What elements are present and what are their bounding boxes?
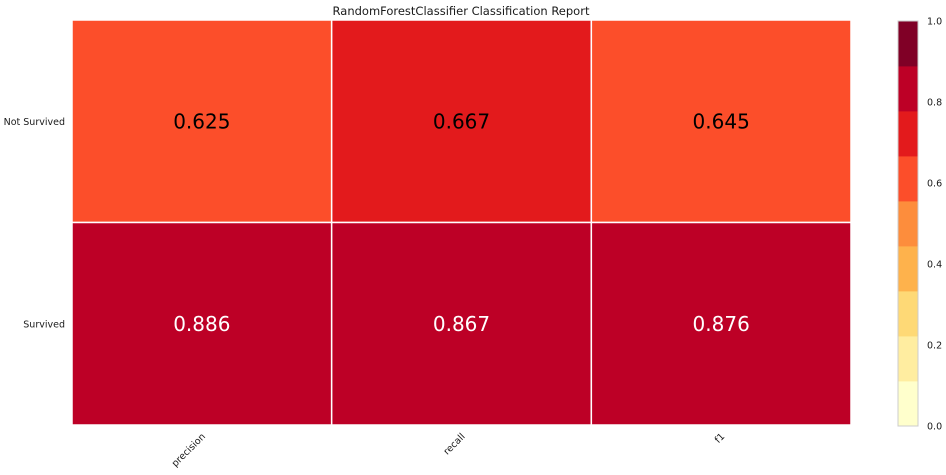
heatmap-grid: 0.625 0.667 0.645 0.886 0.867 0.876 xyxy=(71,19,852,426)
cell-value-label: 0.886 xyxy=(173,312,230,336)
colorbar-frame xyxy=(897,20,919,427)
cell-value-label: 0.867 xyxy=(433,312,490,336)
colorbar-bin xyxy=(898,156,918,202)
colorbar-bin xyxy=(898,201,918,247)
colorbar-bin xyxy=(898,66,918,112)
colorbar-bin xyxy=(898,291,918,337)
column-tick-label: f1 xyxy=(713,431,727,445)
colorbar-tick-label: 1.0 xyxy=(927,17,942,28)
cell-value-label: 0.876 xyxy=(693,312,750,336)
colorbar-bin xyxy=(898,21,918,67)
row-tick-label: Not Survived xyxy=(4,117,65,128)
colorbar-tick-label: 0.6 xyxy=(927,179,942,190)
heatmap-cell xyxy=(590,221,852,426)
colorbar: 0.0 0.2 0.4 0.6 0.8 1.0 xyxy=(897,17,942,433)
row-labels: Not Survived Survived xyxy=(4,117,65,331)
row-tick-label: Survived xyxy=(23,319,65,330)
heatmap-cell xyxy=(330,19,593,224)
cell-value-label: 0.667 xyxy=(433,109,490,133)
column-tick-label: precision xyxy=(170,431,208,469)
heatmap-cell xyxy=(590,19,852,224)
colorbar-bin xyxy=(898,246,918,292)
colorbar-bin xyxy=(898,381,918,427)
chart-title: RandomForestClassifier Classification Re… xyxy=(333,4,590,18)
heatmap-cell xyxy=(71,19,333,224)
heatmap-cell xyxy=(330,221,593,426)
cell-value-label: 0.645 xyxy=(693,109,750,133)
colorbar-tick-label: 0.4 xyxy=(927,260,942,271)
colorbar-tick-label: 0.2 xyxy=(927,341,942,352)
heatmap-cell xyxy=(71,221,333,426)
colorbar-tick-label: 0.0 xyxy=(927,422,942,433)
column-tick-label: recall xyxy=(442,431,468,457)
column-labels: precision recall f1 xyxy=(170,431,727,469)
colorbar-tick-label: 0.8 xyxy=(927,98,942,109)
colorbar-bin xyxy=(898,336,918,382)
colorbar-bin xyxy=(898,111,918,157)
cell-value-label: 0.625 xyxy=(173,109,230,133)
